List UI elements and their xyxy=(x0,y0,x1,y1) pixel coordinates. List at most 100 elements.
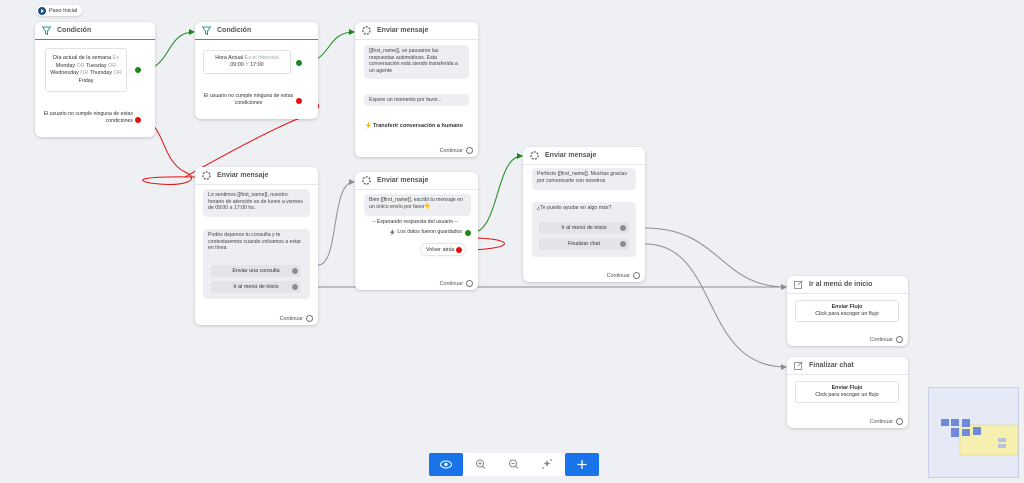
continue-label: Continuar xyxy=(439,280,463,287)
value: Thursday xyxy=(89,70,113,76)
continue[interactable]: Continuar xyxy=(870,336,903,343)
node-title: Condición xyxy=(217,27,252,34)
start-pill[interactable]: Paso Inicial xyxy=(36,5,83,16)
node-header: Ir al menú de inicio xyxy=(787,276,908,294)
message-node[interactable]: Enviar mensaje Lo sentimos [[first_name]… xyxy=(195,167,318,325)
action: Los datos fueron guardados xyxy=(390,229,462,236)
field: Hora Actual xyxy=(215,54,244,61)
continue-label: Continuar xyxy=(869,336,893,343)
zoom-out-button[interactable] xyxy=(509,459,519,469)
message-node[interactable]: Enviar mensaje Perfecto [[first_name]]. … xyxy=(523,147,645,282)
message-bubble[interactable]: [[first_name]], se pausaron las respuest… xyxy=(364,45,469,79)
continue-label: Continuar xyxy=(279,315,303,322)
value: Wednesday xyxy=(50,70,79,76)
add-button[interactable] xyxy=(565,453,599,476)
button-label: Ir al menú de inicio xyxy=(561,225,607,231)
continue[interactable]: Continuar xyxy=(440,280,473,287)
button[interactable]: Finalizar chat xyxy=(539,238,629,250)
joiner: OR xyxy=(113,70,122,76)
node-header: Enviar mensaje xyxy=(523,147,645,165)
button[interactable]: Ir al menú de inicio xyxy=(539,222,629,234)
flow-node[interactable]: Finalizar chat Enviar Flujo Click para es… xyxy=(787,357,908,428)
operator: Es el Intervalo xyxy=(244,54,279,61)
condition-text: Hora Actual Es el Intervalo 09:00 Y 17:00 xyxy=(215,55,279,70)
flow-hint: Click para escoger un flujo xyxy=(815,311,879,317)
arrange-button[interactable] xyxy=(542,459,552,469)
field: Día actual de la semana xyxy=(53,55,112,61)
start-label: Paso Inicial xyxy=(49,7,78,14)
node-title: Condición xyxy=(57,27,92,34)
node-title: Enviar mensaje xyxy=(377,177,429,184)
button[interactable]: Ir al menú de inicio xyxy=(211,281,301,293)
condition-node[interactable]: Condición Hora Actual Es el Intervalo 09:… xyxy=(195,22,318,119)
condition-node[interactable]: Condición Día actual de la semana Es Mon… xyxy=(35,22,155,137)
back-port[interactable] xyxy=(456,247,462,253)
flow-title: Enviar Flujo xyxy=(831,303,863,310)
flow-hint: Click para escoger un flujo xyxy=(815,392,879,398)
message-bubble[interactable]: Perfecto [[first_name]]. Muchas gracias … xyxy=(532,168,636,190)
else-text: El usuario no cumple ninguna de estas co… xyxy=(203,93,294,106)
true-port[interactable] xyxy=(135,67,141,73)
message-text: Podés dejarnos tu consulta y te contesta… xyxy=(208,232,302,252)
edge xyxy=(184,100,320,178)
value: Tuesday xyxy=(86,62,107,69)
zoom-in-button[interactable] xyxy=(476,459,486,469)
continue[interactable]: Continuar xyxy=(870,418,903,425)
action-port[interactable] xyxy=(465,230,471,236)
toolbar xyxy=(429,453,599,476)
node-title: Enviar mensaje xyxy=(377,27,429,34)
continue[interactable]: Continuar xyxy=(607,272,640,279)
message-text: ¿Te puedo ayudar en algo más? xyxy=(537,205,612,211)
view-button[interactable] xyxy=(429,453,463,476)
message-node[interactable]: Enviar mensaje [[first_name]], se pausar… xyxy=(355,22,478,157)
joiner: OR xyxy=(80,70,89,76)
flow-title: Enviar Flujo xyxy=(831,384,863,391)
message-bubble[interactable]: Bien [[first_name]], escribí tu mensaje … xyxy=(364,194,471,216)
value: 09:00 xyxy=(230,62,244,68)
edge xyxy=(644,227,787,290)
edge xyxy=(139,119,196,185)
edge xyxy=(470,153,523,234)
continue[interactable]: Continuar xyxy=(280,315,313,322)
joiner: OR xyxy=(108,62,117,69)
false-port[interactable] xyxy=(135,117,141,123)
button-label: Enviar una consulta xyxy=(232,268,280,274)
button-port[interactable] xyxy=(620,225,626,231)
node-header: Condición xyxy=(35,22,155,40)
node-title: Ir al menú de inicio xyxy=(809,281,873,288)
back-button[interactable]: Volver atrás xyxy=(421,244,465,255)
condition-box[interactable]: Día actual de la semana Es Monday OR Tue… xyxy=(45,48,127,92)
joiner: OR xyxy=(76,62,85,69)
node-header: Enviar mensaje xyxy=(355,172,478,190)
node-title: Enviar mensaje xyxy=(545,152,597,159)
flow-node[interactable]: Ir al menú de inicio Enviar Flujo Click p… xyxy=(787,276,908,346)
button-label: Finalizar chat xyxy=(567,241,601,247)
message-bubble[interactable]: Espere un momento por favor... xyxy=(364,94,469,106)
message-node[interactable]: Enviar mensaje Bien [[first_name]], escr… xyxy=(355,172,478,290)
button-port[interactable] xyxy=(620,241,626,247)
button[interactable]: Enviar una consulta xyxy=(211,265,301,277)
continue[interactable]: Continuar xyxy=(440,147,473,154)
else-text: El usuario no cumple ninguna de estas co… xyxy=(43,111,133,124)
waiting-text: -- Esperando respuesta del usuario -- xyxy=(372,219,458,225)
node-header: Condición xyxy=(195,22,318,40)
false-port[interactable] xyxy=(296,98,302,104)
true-port[interactable] xyxy=(296,60,302,66)
continue-label: Continuar xyxy=(439,147,463,154)
action-text: Los datos fueron guardados xyxy=(397,229,462,236)
message-bubble[interactable]: Lo sentimos [[first_name]], nuestro hora… xyxy=(203,189,310,217)
button-label: Ir al menú de inicio xyxy=(233,284,279,290)
flow-box[interactable]: Enviar Flujo Click para escoger un flujo xyxy=(795,300,899,322)
continue-label: Continuar xyxy=(869,418,893,425)
minimap[interactable] xyxy=(928,387,1019,478)
button-port[interactable] xyxy=(292,268,298,274)
condition-text: Día actual de la semana Es Monday OR Tue… xyxy=(48,55,124,85)
action-text: Transferir conversación a humano xyxy=(373,122,463,129)
button-port[interactable] xyxy=(292,284,298,290)
condition-box[interactable]: Hora Actual Es el Intervalo 09:00 Y 17:00 xyxy=(203,50,291,74)
back-label: Volver atrás xyxy=(426,246,455,253)
node-title: Enviar mensaje xyxy=(217,172,269,179)
flow-box[interactable]: Enviar Flujo Click para escoger un flujo xyxy=(795,381,899,403)
